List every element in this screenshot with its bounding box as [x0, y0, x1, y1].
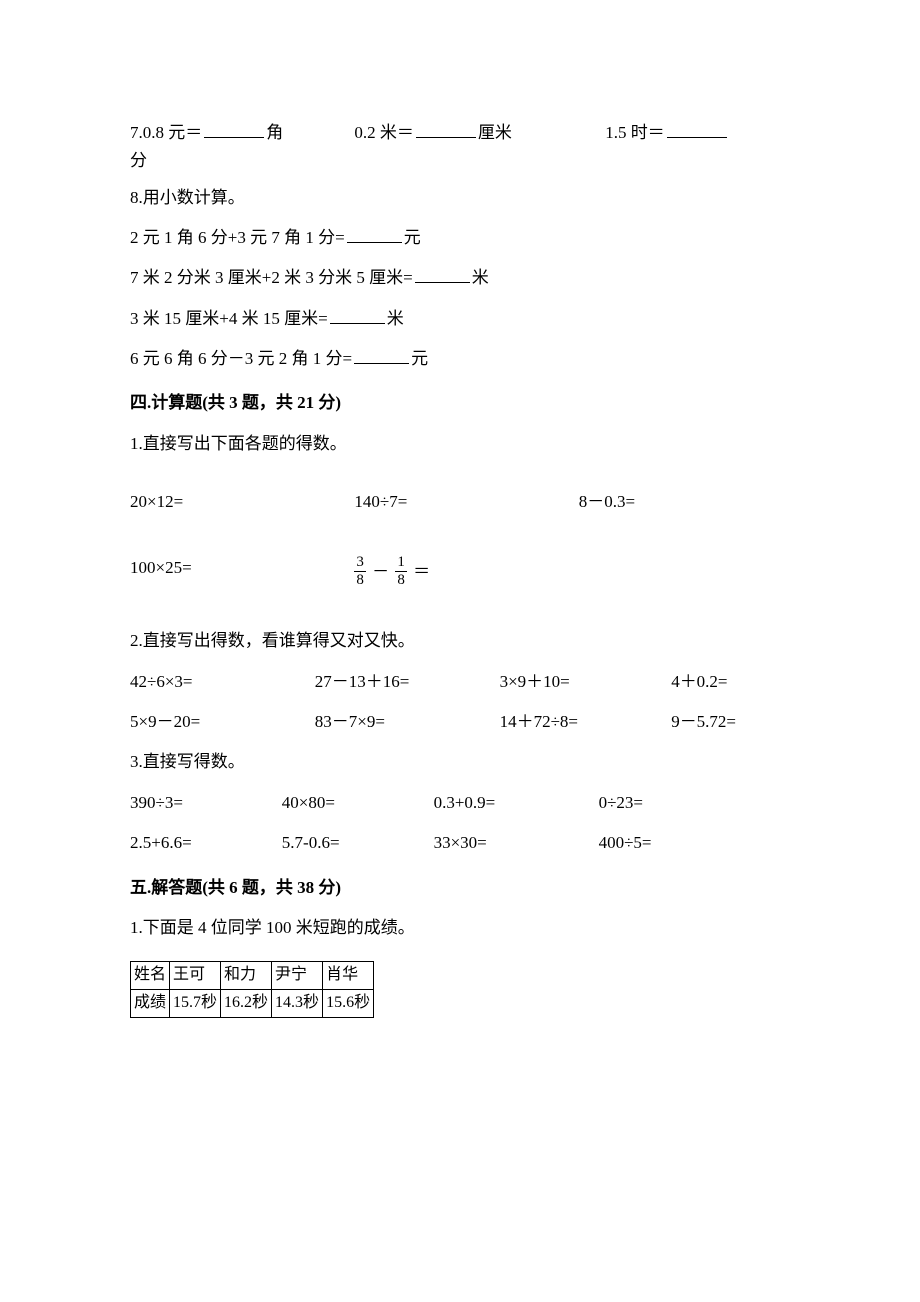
frac-eq: ＝: [413, 562, 430, 581]
calc-cell: 8－0.3=: [579, 489, 790, 515]
table-cell: 姓名: [131, 962, 170, 990]
calc-cell: 42÷6×3=: [130, 669, 315, 695]
blank: [416, 120, 476, 138]
table-cell: 和力: [221, 962, 272, 990]
q8-line3: 3 米 15 厘米+4 米 15 厘米= 米: [130, 306, 790, 332]
q8-line1: 2 元 1 角 6 分+3 元 7 角 1 分= 元: [130, 225, 790, 251]
table-cell: 15.6秒: [323, 989, 374, 1017]
calc-cell: 5.7-0.6=: [282, 830, 434, 856]
q8-line2: 7 米 2 分米 3 厘米+2 米 3 分米 5 厘米= 米: [130, 265, 790, 291]
calc-cell: 140÷7=: [354, 489, 578, 515]
fraction-2: 1 8: [395, 555, 407, 588]
table-row-header: 姓名 王可 和力 尹宁 肖华: [131, 962, 374, 990]
calc-cell: 400÷5=: [599, 830, 790, 856]
calc-cell: 9－5.72=: [671, 709, 790, 735]
q8-l2-suf: 米: [472, 268, 489, 287]
q7-part2: 0.2 米＝ 厘米: [354, 120, 605, 146]
calc-cell: 83－7×9=: [315, 709, 500, 735]
q8-l3-pre: 3 米 15 厘米+4 米 15 厘米=: [130, 309, 328, 328]
sec4-q3-row2: 2.5+6.6= 5.7-0.6= 33×30= 400÷5=: [130, 830, 790, 856]
calc-cell: 3×9＋10=: [500, 669, 672, 695]
blank: [354, 346, 409, 364]
blank: [667, 120, 727, 138]
table-cell: 15.7秒: [170, 989, 221, 1017]
calc-cell: 5×9－20=: [130, 709, 315, 735]
q8-l4-suf: 元: [411, 349, 428, 368]
q7-p3-suf: 分: [130, 151, 147, 170]
section-4-heading: 四.计算题(共 3 题，共 21 分): [130, 390, 790, 416]
calc-cell: 4＋0.2=: [671, 669, 790, 695]
blank: [204, 120, 264, 138]
calc-cell: 2.5+6.6=: [130, 830, 282, 856]
table-cell: 王可: [170, 962, 221, 990]
sec4-q2-row2: 5×9－20= 83－7×9= 14＋72÷8= 9－5.72=: [130, 709, 790, 735]
blank: [330, 306, 385, 324]
q8-l1-pre: 2 元 1 角 6 分+3 元 7 角 1 分=: [130, 228, 345, 247]
q8-l1-suf: 元: [404, 228, 421, 247]
calc-cell: 40×80=: [282, 790, 434, 816]
section-5-heading: 五.解答题(共 6 题，共 38 分): [130, 875, 790, 901]
fill-question-7: 7.0.8 元＝ 角 0.2 米＝ 厘米 1.5 时＝: [130, 120, 790, 146]
fraction-1: 3 8: [354, 555, 366, 588]
calc-fraction-cell: 3 8 － 1 8 ＝: [354, 555, 790, 588]
calc-cell: 390÷3=: [130, 790, 282, 816]
calc-cell: 20×12=: [130, 489, 354, 515]
table-cell: 尹宁: [272, 962, 323, 990]
calc-cell: 0÷23=: [599, 790, 790, 816]
q8-l4-pre: 6 元 6 角 6 分－3 元 2 角 1 分=: [130, 349, 352, 368]
q7-p3-pre: 1.5 时＝: [605, 123, 665, 142]
table-cell: 成绩: [131, 989, 170, 1017]
frac-den: 8: [354, 572, 366, 588]
q7-p1-pre: 0.8 元＝: [143, 123, 203, 142]
table-row-data: 成绩 15.7秒 16.2秒 14.3秒 15.6秒: [131, 989, 374, 1017]
sec4-q2-row1: 42÷6×3= 27－13＋16= 3×9＋10= 4＋0.2=: [130, 669, 790, 695]
sec4-q1-row1: 20×12= 140÷7= 8－0.3=: [130, 489, 790, 515]
table-cell: 16.2秒: [221, 989, 272, 1017]
sec4-q1-title: 1.直接写出下面各题的得数。: [130, 431, 790, 457]
frac-den: 8: [395, 572, 407, 588]
q7-p2-suf: 厘米: [478, 123, 512, 142]
q8-l3-suf: 米: [387, 309, 404, 328]
blank: [415, 265, 470, 283]
q7-part1: 7.0.8 元＝ 角: [130, 120, 354, 146]
q7-p2-pre: 0.2 米＝: [354, 123, 414, 142]
calc-cell: 33×30=: [434, 830, 599, 856]
calc-cell: 100×25=: [130, 555, 354, 588]
frac-num: 1: [395, 555, 407, 572]
sec4-q3-row1: 390÷3= 40×80= 0.3+0.9= 0÷23=: [130, 790, 790, 816]
calc-cell: 27－13＋16=: [315, 669, 500, 695]
calc-cell: 0.3+0.9=: [434, 790, 599, 816]
score-table: 姓名 王可 和力 尹宁 肖华 成绩 15.7秒 16.2秒 14.3秒 15.6…: [130, 961, 374, 1018]
q8-line4: 6 元 6 角 6 分－3 元 2 角 1 分= 元: [130, 346, 790, 372]
blank: [347, 225, 402, 243]
sec5-q1-title: 1.下面是 4 位同学 100 米短跑的成绩。: [130, 915, 790, 941]
page: 7.0.8 元＝ 角 0.2 米＝ 厘米 1.5 时＝ 分 8.用小数计算。 2 元…: [0, 0, 920, 1302]
q7-part3-suffix-line: 分: [130, 148, 790, 174]
table-cell: 肖华: [323, 962, 374, 990]
q7-part3: 1.5 时＝: [605, 120, 790, 146]
q7-label: 7.: [130, 123, 143, 142]
sec4-q3-title: 3.直接写得数。: [130, 749, 790, 775]
frac-num: 3: [354, 555, 366, 572]
calc-cell: 14＋72÷8=: [500, 709, 672, 735]
q8-title: 8.用小数计算。: [130, 185, 790, 211]
sec4-q1-row2: 100×25= 3 8 － 1 8 ＝: [130, 555, 790, 588]
frac-op: －: [372, 562, 389, 581]
table-cell: 14.3秒: [272, 989, 323, 1017]
sec4-q2-title: 2.直接写出得数，看谁算得又对又快。: [130, 628, 790, 654]
q8-l2-pre: 7 米 2 分米 3 厘米+2 米 3 分米 5 厘米=: [130, 268, 413, 287]
q7-p1-suf: 角: [266, 123, 283, 142]
